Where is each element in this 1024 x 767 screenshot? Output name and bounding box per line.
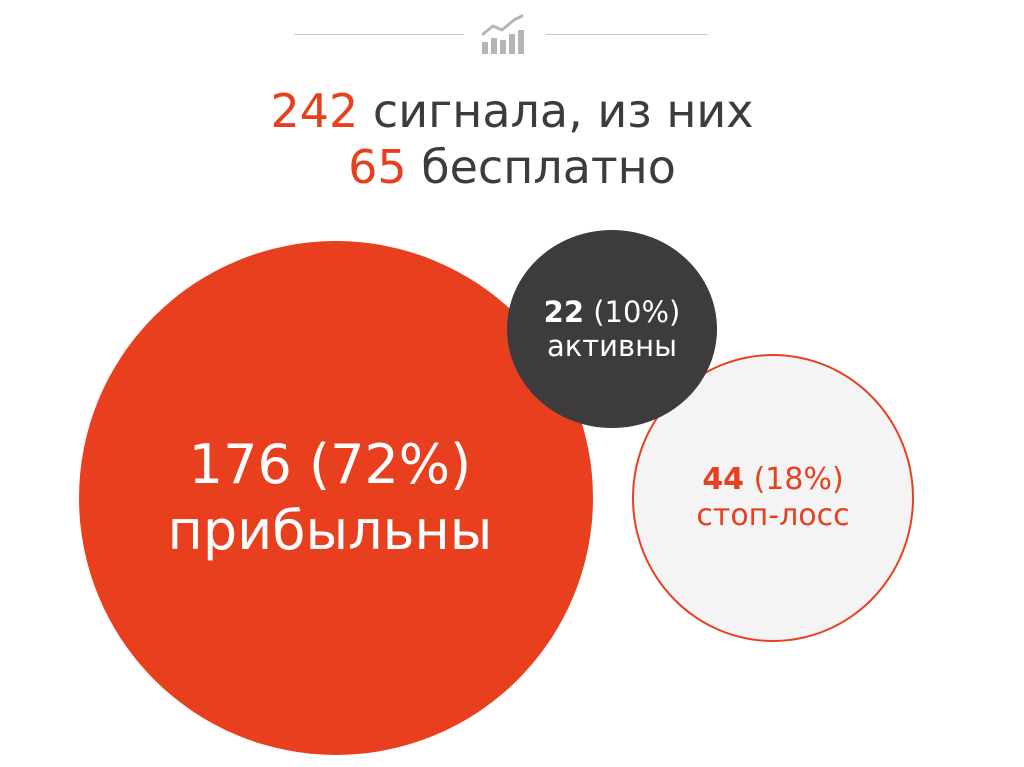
bar-chart-trend-icon <box>481 14 524 54</box>
active-percent: (10%) <box>584 295 681 329</box>
active-label: активны <box>547 329 677 363</box>
profitable-label: прибыльны <box>167 499 493 562</box>
profitable-value: 176 (72%) <box>188 433 472 496</box>
stoploss-count: 44 <box>702 462 745 497</box>
header-divider-right <box>546 34 708 35</box>
free-signals-label: бесплатно <box>406 140 676 194</box>
headline-total-signals: 242 сигнала, из них <box>0 88 1024 134</box>
stoploss-label: стоп-лосс <box>696 498 850 533</box>
headline-free-signals: 65 бесплатно <box>0 144 1024 190</box>
stoploss-percent: (18%) <box>744 462 844 497</box>
total-signals-label: сигнала, из них <box>358 84 754 138</box>
active-circle: 22 (10%) активны <box>507 230 717 428</box>
free-signals-count: 65 <box>348 140 407 194</box>
total-signals-count: 242 <box>270 84 359 138</box>
active-count: 22 <box>543 295 585 329</box>
stoploss-value: 44 (18%) <box>702 462 843 498</box>
header-divider-left <box>294 34 464 35</box>
active-value: 22 (10%) <box>544 295 681 329</box>
